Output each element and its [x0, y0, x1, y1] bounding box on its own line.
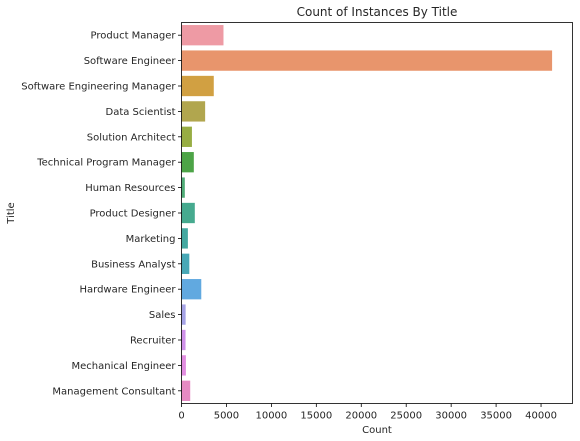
bars-group — [181, 25, 553, 401]
y-tick-label: Marketing — [126, 234, 176, 245]
y-tick-label: Technical Program Manager — [36, 158, 176, 169]
y-tick-label: Management Consultant — [52, 386, 175, 397]
bar — [181, 329, 186, 351]
x-axis-ticks: 0 5000 10000 15000 20000 25000 30000 35000 40000 — [178, 403, 557, 422]
bar — [181, 202, 195, 224]
bar — [181, 25, 224, 46]
y-tick-label: Mechanical Engineer — [72, 361, 177, 372]
y-tick-label: Sales — [149, 310, 176, 321]
chart-title: Count of Instances By Title — [297, 5, 458, 19]
y-tick-label: Human Resources — [85, 183, 175, 194]
y-tick-label: Software Engineering Manager — [21, 82, 176, 93]
y-tick-label: Business Analyst — [91, 259, 175, 270]
y-tick-label: Recruiter — [130, 336, 176, 347]
bar — [181, 380, 191, 401]
y-tick-label: Product Manager — [91, 31, 177, 42]
y-tick-label: Software Engineer — [84, 56, 177, 67]
x-tick-label: 35000 — [480, 411, 512, 422]
y-tick-label: Hardware Engineer — [80, 285, 177, 296]
bar — [181, 355, 186, 376]
bar — [181, 126, 192, 147]
y-tick-label: Product Designer — [90, 209, 177, 220]
bar — [181, 75, 214, 97]
bar — [181, 304, 186, 325]
x-axis-label: Count — [362, 425, 392, 436]
x-tick-label: 5000 — [214, 411, 239, 422]
bar — [181, 279, 202, 300]
bar — [181, 177, 185, 198]
y-tick-label: Solution Architect — [87, 132, 176, 143]
x-tick-label: 10000 — [255, 411, 287, 422]
bar — [181, 101, 206, 122]
plot-frame — [181, 22, 573, 404]
bar — [181, 50, 553, 71]
x-tick-label: 0 — [178, 411, 184, 422]
bar — [181, 253, 190, 274]
y-axis-ticks: Product Manager Software Engineer Software… — [21, 31, 182, 397]
y-tick-label: Data Scientist — [106, 107, 176, 118]
bar — [181, 152, 194, 173]
x-tick-label: 20000 — [345, 411, 377, 422]
y-axis-label: Title — [6, 202, 17, 224]
x-tick-label: 25000 — [390, 411, 422, 422]
bar — [181, 228, 188, 249]
x-tick-label: 40000 — [525, 411, 557, 422]
x-tick-label: 30000 — [435, 411, 467, 422]
x-tick-label: 15000 — [300, 411, 332, 422]
